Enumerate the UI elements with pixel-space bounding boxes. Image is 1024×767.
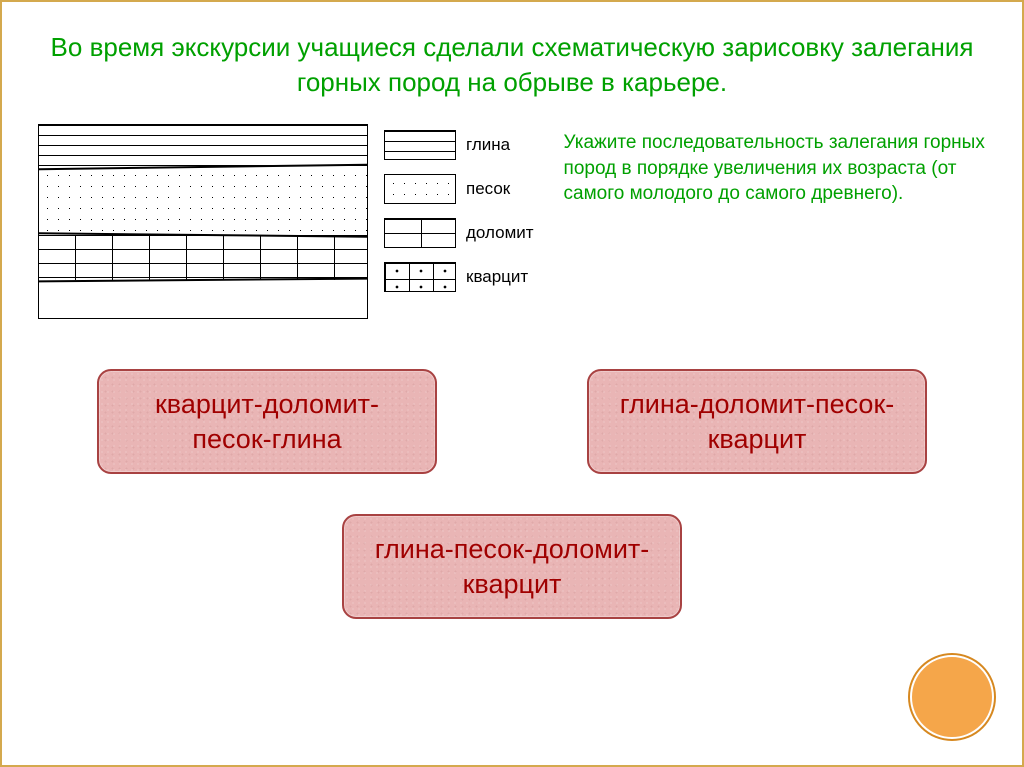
- answer-options: кварцит-доломит-песок-глина глина-доломи…: [38, 369, 986, 619]
- swatch-quartzite: [384, 262, 456, 292]
- answer-option-1[interactable]: кварцит-доломит-песок-глина: [97, 369, 437, 474]
- legend-label-clay: глина: [466, 135, 510, 155]
- legend-item-quartzite: кварцит: [384, 262, 534, 292]
- legend-label-dolomite: доломит: [466, 223, 534, 243]
- legend: глина песок доломит кварцит: [384, 124, 534, 292]
- content-row: глина песок доломит кварцит Укажите посл…: [38, 124, 986, 319]
- legend-label-sand: песок: [466, 179, 510, 199]
- diagram-with-legend: глина песок доломит кварцит: [38, 124, 534, 319]
- answer-option-2[interactable]: глина-доломит-песок-кварцит: [587, 369, 927, 474]
- strata-diagram: [38, 124, 368, 319]
- legend-item-sand: песок: [384, 174, 534, 204]
- layer-dolomite: [39, 235, 367, 280]
- answer-option-3[interactable]: глина-песок-доломит-кварцит: [342, 514, 682, 619]
- task-title: Во время экскурсии учащиеся сделали схем…: [38, 30, 986, 100]
- swatch-clay: [384, 130, 456, 160]
- layer-sand: [39, 167, 367, 235]
- legend-item-clay: глина: [384, 130, 534, 160]
- legend-label-quartzite: кварцит: [466, 267, 528, 287]
- swatch-sand: [384, 174, 456, 204]
- layer-clay: [39, 125, 367, 167]
- swatch-dolomite: [384, 218, 456, 248]
- question-text: Укажите последовательность залегания гор…: [564, 124, 986, 207]
- decorative-circle: [910, 655, 994, 739]
- legend-item-dolomite: доломит: [384, 218, 534, 248]
